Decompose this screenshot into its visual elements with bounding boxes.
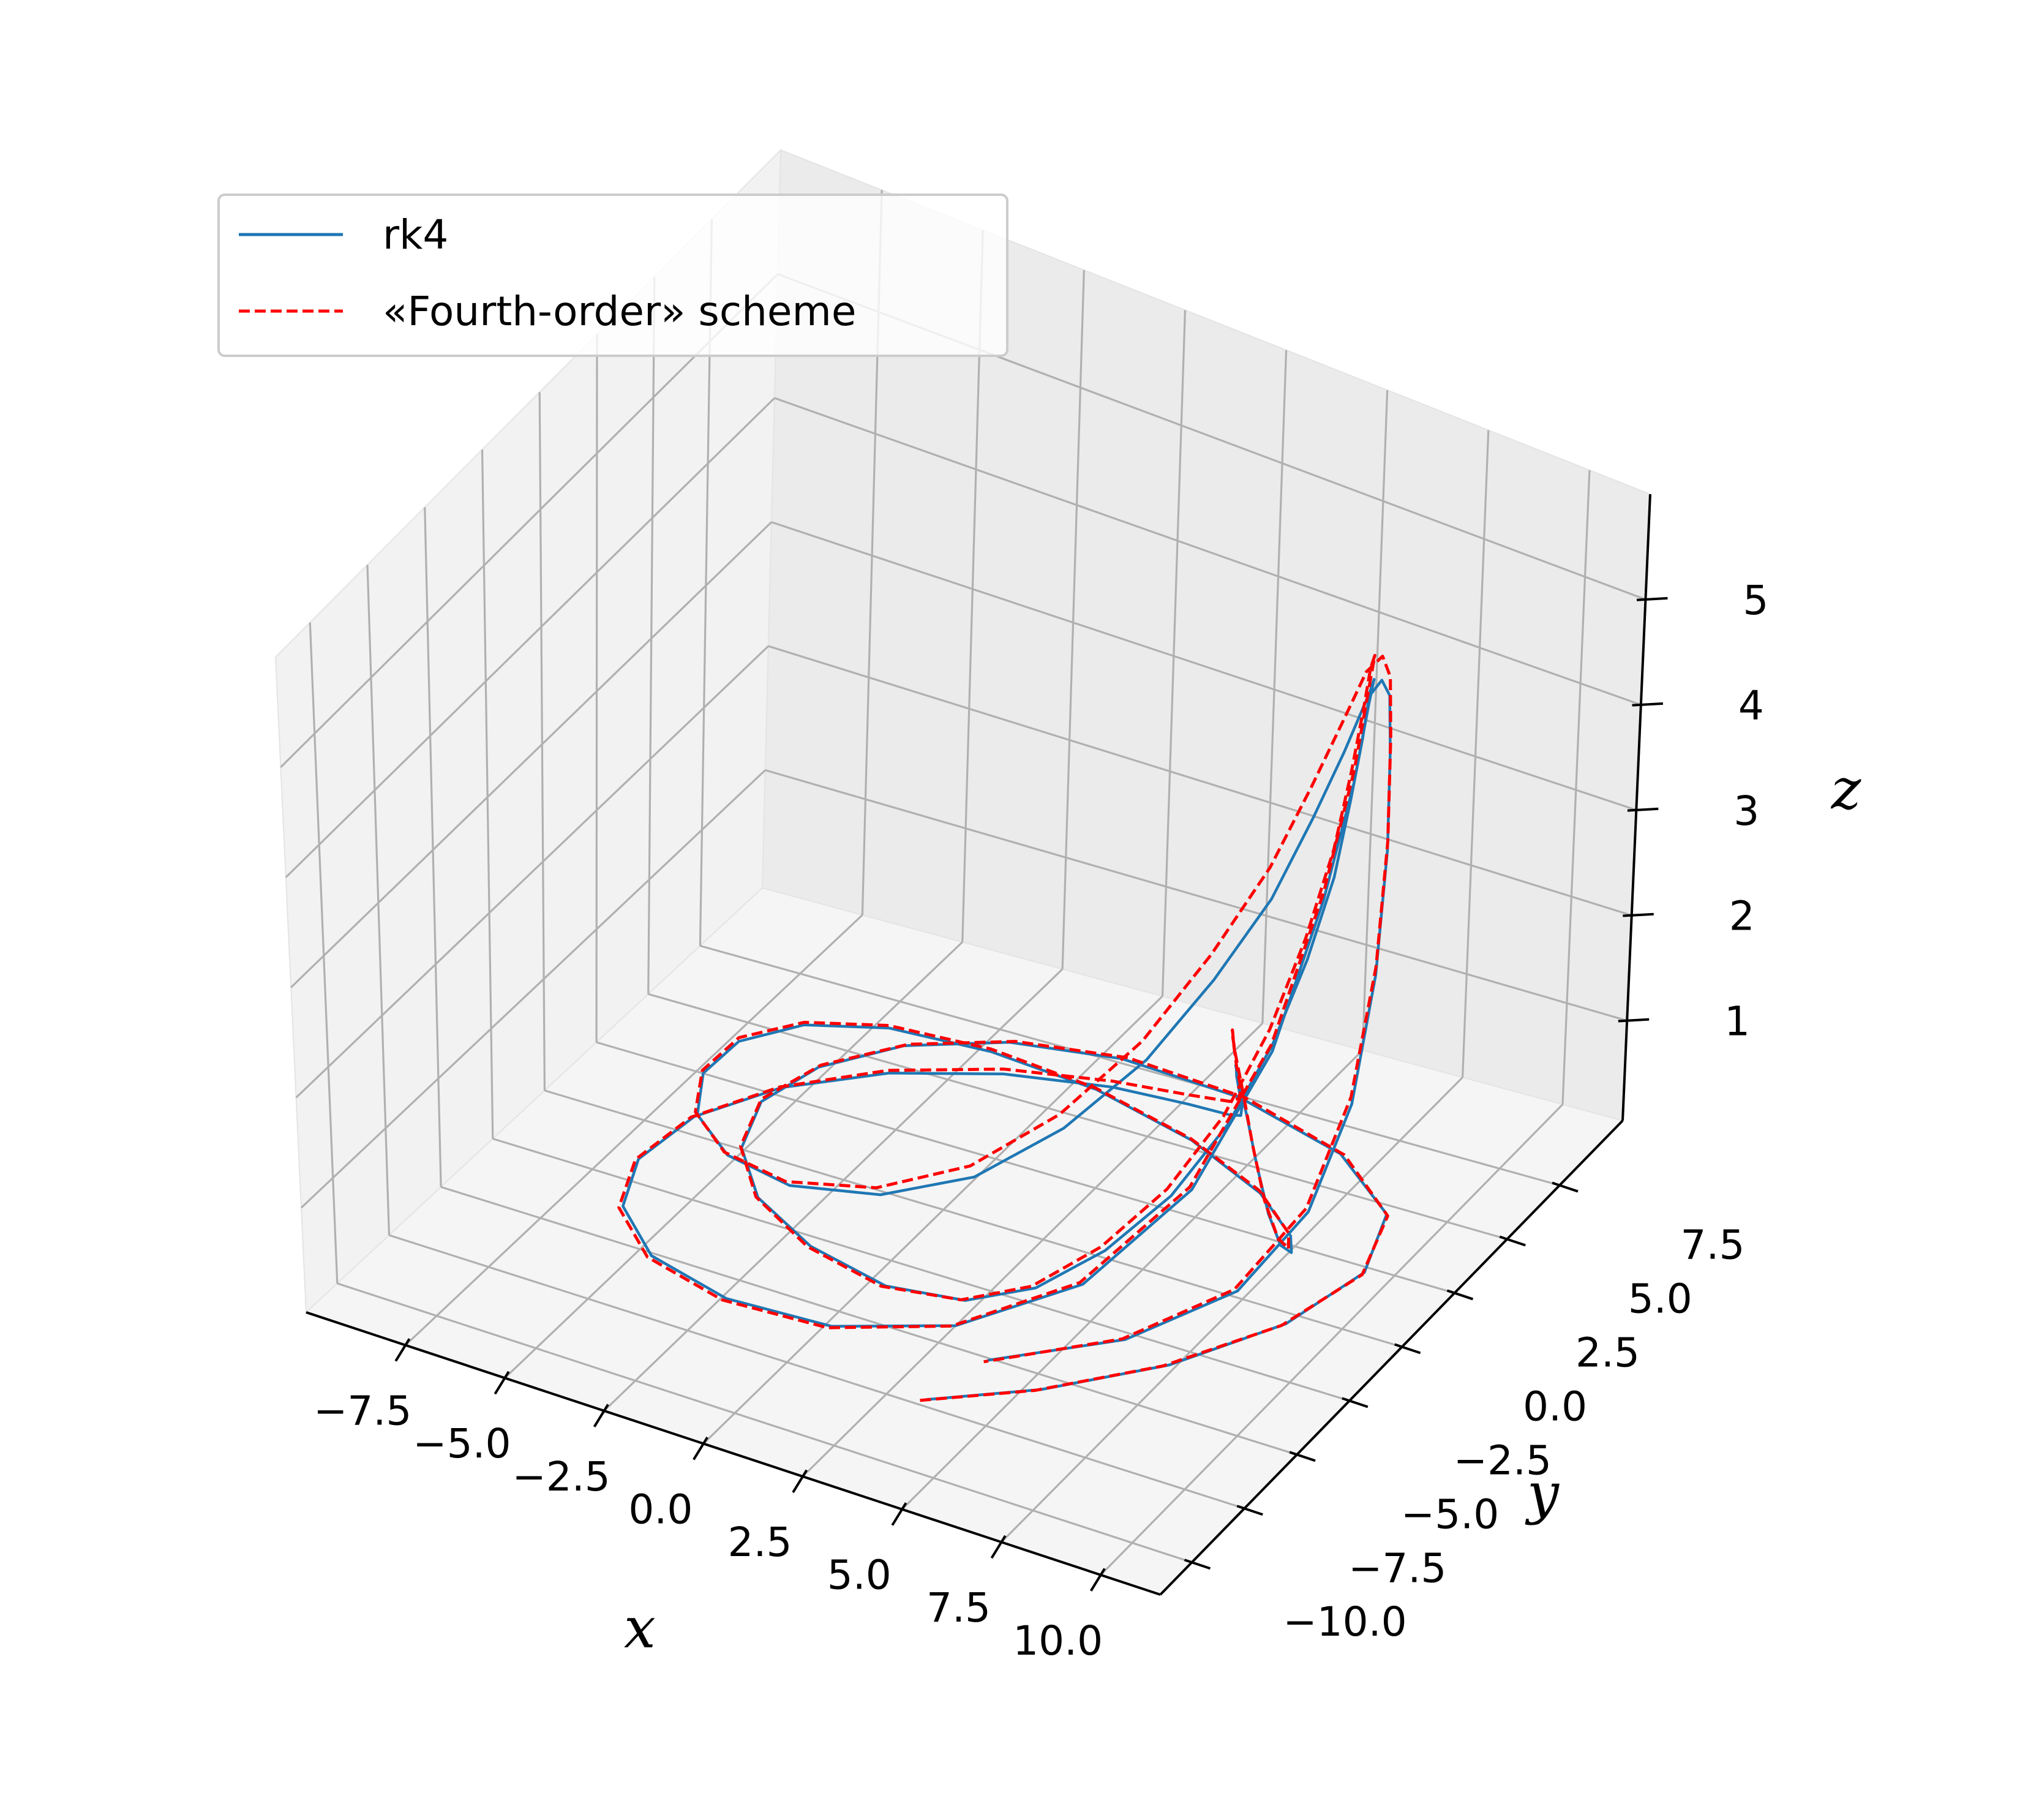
x-tick-label: −7.5 xyxy=(314,1388,411,1435)
z-tick-label: 2 xyxy=(1729,893,1755,940)
legend-frame xyxy=(217,194,1008,357)
grid-x-floor xyxy=(1001,1077,1463,1543)
series-line-fourth-order xyxy=(617,653,1392,1402)
y-tick-label: 2.5 xyxy=(1575,1329,1640,1376)
x-tick xyxy=(494,1371,510,1395)
z-tick xyxy=(1623,912,1654,917)
grid-x-floor xyxy=(901,1049,1364,1510)
y-tick-label: 5.0 xyxy=(1628,1276,1692,1323)
y-tick xyxy=(1499,1235,1526,1247)
x-tick-label: 2.5 xyxy=(728,1519,792,1566)
axes-panes xyxy=(274,148,1651,1596)
x-tick xyxy=(891,1502,907,1526)
x-tick-label: −2.5 xyxy=(512,1453,610,1500)
grid-y-floor xyxy=(388,1234,1245,1510)
y-tick-label: 0.0 xyxy=(1523,1383,1587,1430)
z-tick-label: 3 xyxy=(1733,788,1759,835)
y-tick xyxy=(1236,1505,1263,1516)
y-tick-label: 7.5 xyxy=(1681,1222,1745,1269)
z-tick xyxy=(1632,702,1663,707)
x-tick xyxy=(990,1535,1007,1559)
y-tick-label: −2.5 xyxy=(1454,1437,1552,1484)
x-tick xyxy=(1089,1568,1106,1592)
grid-x-floor xyxy=(405,914,863,1346)
z-tick xyxy=(1618,1018,1650,1023)
y-axis-label: y xyxy=(1525,1461,1560,1526)
x-tick xyxy=(693,1436,708,1461)
y-tick xyxy=(1184,1559,1211,1570)
z-tick-label: 4 xyxy=(1738,682,1764,729)
grid-z-left xyxy=(290,521,772,988)
grid-z-back xyxy=(771,521,1637,811)
x-tick-label: 0.0 xyxy=(628,1486,693,1533)
z-tick xyxy=(1636,596,1668,601)
x-axis-label: x xyxy=(624,1595,656,1661)
z-tick xyxy=(1627,807,1659,812)
series-line-rk4 xyxy=(621,678,1392,1401)
x-tick-label: 7.5 xyxy=(926,1584,991,1631)
y-tick xyxy=(1289,1451,1316,1462)
grid-y-floor xyxy=(544,1089,1403,1348)
y-tick xyxy=(1394,1343,1421,1355)
x-tick-label: 10.0 xyxy=(1013,1617,1103,1664)
y-axis-line xyxy=(1159,1119,1624,1596)
grid-y-floor xyxy=(596,1041,1455,1294)
grid-z-back xyxy=(774,397,1642,706)
z-axis-label: z xyxy=(1831,756,1861,822)
z-tick-label: 1 xyxy=(1724,998,1750,1045)
legend: rk4 «Fourth-order» scheme xyxy=(217,194,1008,357)
x-axis-line xyxy=(306,1311,1161,1596)
grid-z-back xyxy=(768,645,1632,917)
grid-y-floor xyxy=(492,1137,1350,1402)
grid-x-floor xyxy=(702,995,1163,1445)
x-tick-label: 5.0 xyxy=(827,1552,892,1599)
y-tick xyxy=(1552,1181,1579,1193)
plot-series xyxy=(617,653,1392,1402)
grid-x-floor xyxy=(802,1022,1263,1478)
grid-y-left xyxy=(595,334,598,1043)
grid-y-floor xyxy=(337,1282,1192,1563)
x-tick xyxy=(593,1404,609,1427)
grid-x-floor xyxy=(504,941,963,1379)
y-tick-label: −7.5 xyxy=(1348,1544,1446,1592)
grid-z-left xyxy=(295,645,769,1099)
x-tick xyxy=(792,1469,808,1494)
y-tick-label: −10.0 xyxy=(1283,1598,1406,1645)
grid-y-floor xyxy=(440,1186,1297,1456)
grid-z-left xyxy=(300,769,766,1209)
y-tick xyxy=(1446,1289,1474,1301)
grid-x-floor xyxy=(1100,1104,1564,1576)
legend-label-fourth-order: «Fourth-order» scheme xyxy=(383,288,856,335)
grid-z-left xyxy=(285,397,776,878)
legend-label-rk4: rk4 xyxy=(383,211,448,258)
x-tick xyxy=(394,1338,411,1362)
x-tick-label: −5.0 xyxy=(413,1420,511,1467)
grid-y-floor xyxy=(699,944,1560,1187)
axes-ticks: −7.5−5.0−2.50.02.55.07.510.0 −10.0−7.5−5.… xyxy=(314,577,1768,1664)
y-tick-label: −5.0 xyxy=(1401,1491,1499,1538)
grid-z-back xyxy=(765,769,1628,1022)
z-tick-label: 5 xyxy=(1743,577,1768,624)
y-tick xyxy=(1342,1397,1369,1408)
